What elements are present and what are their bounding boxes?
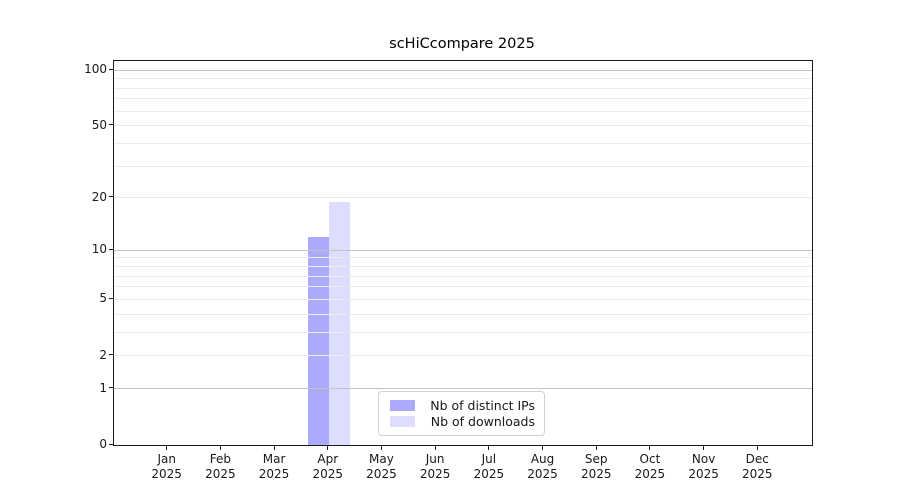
chart-title: scHiCcompare 2025 — [389, 36, 535, 52]
y-tick-mark — [109, 297, 113, 299]
gridline — [114, 331, 812, 333]
x-tick-label: Apr 2025 — [312, 452, 344, 481]
x-tick-mark — [488, 445, 490, 450]
x-tick-label: May 2025 — [366, 452, 397, 481]
x-tick-label: Oct 2025 — [634, 452, 666, 481]
y-tick-mark — [109, 196, 113, 198]
y-tick-label: 1 — [99, 380, 107, 395]
plot-area — [113, 60, 813, 446]
y-tick-label: 0 — [99, 437, 107, 451]
bar-nb-of-downloads — [328, 201, 350, 445]
gridline — [114, 125, 812, 127]
x-tick-label: Mar 2025 — [258, 452, 290, 481]
x-tick-mark — [380, 445, 382, 450]
gridline — [114, 87, 812, 89]
x-tick-label: Dec 2025 — [742, 452, 773, 481]
x-tick-mark — [219, 445, 221, 450]
x-tick-label: Jun 2025 — [419, 452, 451, 481]
gridline — [114, 98, 812, 100]
x-tick-label: Jan 2025 — [151, 452, 182, 481]
x-tick-label: Sep 2025 — [580, 452, 612, 481]
x-tick-mark — [542, 445, 544, 450]
gridline — [114, 110, 812, 112]
y-tick-mark — [109, 387, 113, 389]
x-tick-label: Jul 2025 — [473, 452, 505, 481]
y-tick-mark — [109, 443, 113, 445]
y-tick-mark — [109, 354, 113, 356]
y-tick-label: 10 — [91, 242, 107, 257]
x-tick-mark — [327, 445, 329, 450]
y-tick-mark — [109, 68, 113, 70]
legend: Nb of distinct IPs Nb of downloads — [378, 391, 545, 436]
y-tick-label: 2 — [99, 347, 107, 362]
gridline — [114, 165, 812, 167]
gridline — [114, 266, 812, 268]
gridline — [114, 313, 812, 315]
gridline — [114, 142, 812, 144]
y-tick-mark — [109, 248, 113, 250]
x-tick-label: Aug 2025 — [527, 452, 558, 481]
gridline — [114, 286, 812, 288]
x-tick-label: Nov 2025 — [688, 452, 719, 481]
downloads-swatch — [390, 416, 415, 427]
gridline — [114, 355, 812, 357]
legend-label-downloads: Nb of downloads — [430, 414, 535, 429]
x-tick-mark — [595, 445, 597, 450]
legend-row-downloads: Nb of downloads — [390, 414, 535, 429]
x-tick-mark — [434, 445, 436, 450]
gridline — [114, 249, 812, 251]
gridline — [114, 388, 812, 390]
y-tick-label: 20 — [91, 189, 107, 204]
gridline — [114, 257, 812, 259]
legend-row-distinct-ips: Nb of distinct IPs — [390, 398, 535, 413]
legend-label-distinct-ips: Nb of distinct IPs — [430, 398, 535, 413]
distinct-ips-swatch — [390, 400, 415, 411]
gridline — [114, 69, 812, 71]
gridline — [114, 275, 812, 277]
y-tick-label: 5 — [99, 291, 107, 306]
x-tick-mark — [649, 445, 651, 450]
gridline — [114, 78, 812, 80]
gridline — [114, 197, 812, 199]
y-tick-label: 50 — [91, 117, 107, 132]
y-tick-label: 100 — [84, 62, 107, 77]
x-tick-mark — [703, 445, 705, 450]
bar-nb-of-distinct-ips — [307, 236, 329, 445]
y-tick-mark — [109, 124, 113, 126]
x-tick-mark — [273, 445, 275, 450]
x-tick-mark — [166, 445, 168, 450]
x-tick-label: Feb 2025 — [205, 452, 236, 481]
gridline — [114, 298, 812, 300]
x-tick-mark — [756, 445, 758, 450]
